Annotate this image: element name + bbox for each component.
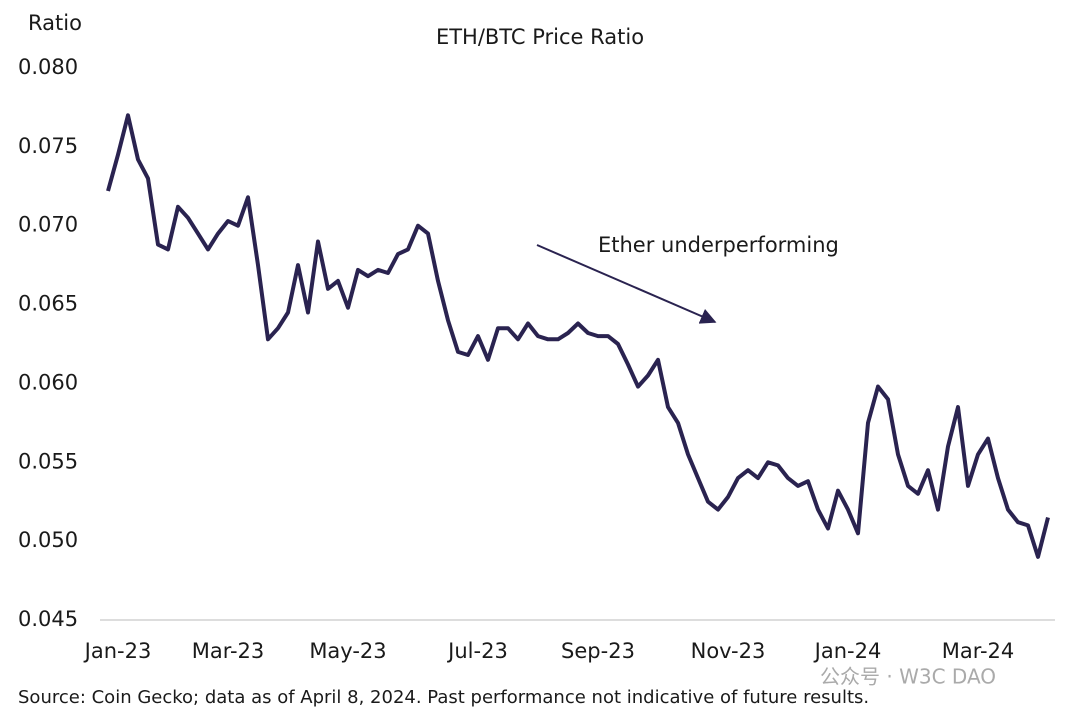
data-line bbox=[106, 113, 1050, 559]
x-tick-label: Jul-23 bbox=[446, 639, 508, 663]
y-tick-label: 0.060 bbox=[18, 370, 78, 394]
y-tick-label: 0.070 bbox=[18, 213, 78, 237]
y-tick-label: 0.075 bbox=[18, 134, 78, 158]
x-tick-label: Mar-23 bbox=[192, 639, 265, 663]
y-tick-label: 0.055 bbox=[18, 449, 78, 473]
annotation: Ether underperforming bbox=[598, 233, 839, 257]
x-tick-label: Mar-24 bbox=[942, 639, 1015, 663]
x-tick-label: Jan-23 bbox=[83, 639, 152, 663]
chart-title: ETH/BTC Price Ratio bbox=[436, 25, 644, 49]
annotation-arrow bbox=[536, 244, 717, 324]
y-axis-label: Ratio bbox=[28, 11, 82, 35]
x-tick-label: Nov-23 bbox=[691, 639, 766, 663]
y-tick-label: 0.050 bbox=[18, 528, 78, 552]
y-tick-label: 0.045 bbox=[18, 607, 78, 631]
y-tick-label: 0.080 bbox=[18, 55, 78, 79]
x-tick-label: Sep-23 bbox=[561, 639, 635, 663]
x-tick-label: May-23 bbox=[309, 639, 386, 663]
y-tick-label: 0.065 bbox=[18, 292, 78, 316]
watermark: 公众号 · W3C DAO bbox=[820, 665, 996, 689]
source-note: Source: Coin Gecko; data as of April 8, … bbox=[18, 687, 869, 708]
x-tick-label: Jan-24 bbox=[813, 639, 882, 663]
